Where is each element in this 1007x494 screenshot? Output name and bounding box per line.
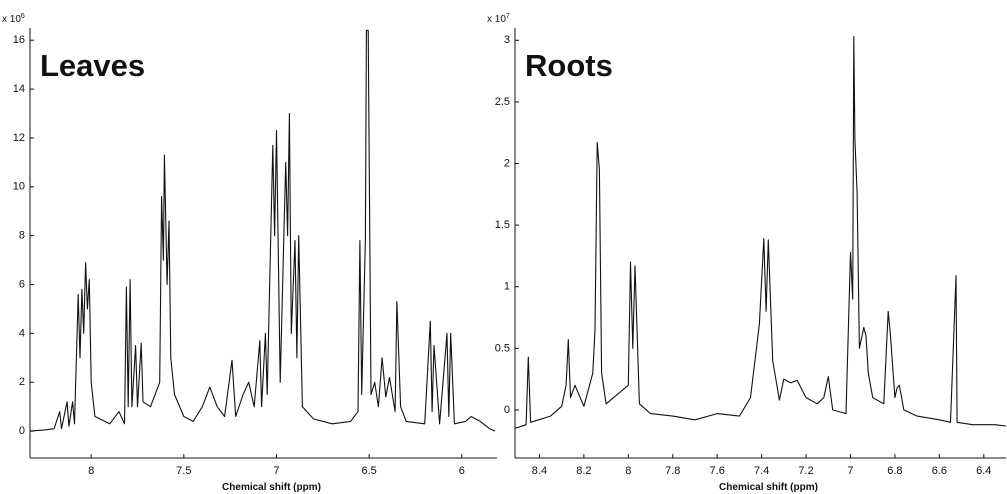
y-tick-label: 0: [19, 425, 25, 437]
y-tick-label: 6: [19, 278, 25, 290]
x-tick-label: 7: [273, 465, 279, 477]
y-exponent-label: x 106: [2, 13, 25, 25]
exponent-base: x 10: [487, 14, 506, 25]
y-tick-label: 0: [504, 404, 510, 416]
exponent-power: 6: [21, 13, 25, 20]
exponent-base: x 10: [2, 14, 21, 25]
x-tick-label: 6.4: [976, 465, 991, 477]
x-tick-label: 8: [88, 465, 94, 477]
x-tick-label: 8: [625, 465, 631, 477]
spectrum-line: [514, 36, 1007, 429]
chart-title: Roots: [525, 48, 613, 83]
chart-panel: 0 0.5 1 1.5 2 2.5 3 8.4 8.2 8 7.8 7.6 7.4 7.2 7 6.8 6.6 6…: [487, 13, 1007, 493]
y-tick-label: 0.5: [495, 342, 510, 354]
chart-title: Leaves: [40, 48, 145, 83]
y-exponent-label: x 107: [487, 13, 510, 25]
x-axis-label: Chemical shift (ppm): [222, 482, 321, 493]
y-tick-label: 14: [13, 83, 25, 95]
y-tick-label: 8: [19, 230, 25, 242]
y-tick-label: 3: [504, 34, 510, 46]
x-tick-label: 8.2: [576, 465, 591, 477]
y-tick-label: 2: [504, 157, 510, 169]
y-tick-label: 1: [504, 281, 510, 293]
x-tick-label: 8.4: [532, 465, 547, 477]
y-tick-label: 10: [13, 181, 25, 193]
y-tick-label: 2.5: [495, 96, 510, 108]
exponent-power: 7: [506, 13, 510, 20]
x-tick-label: 7.8: [665, 465, 680, 477]
x-tick-label: 7.6: [710, 465, 725, 477]
y-tick-label: 16: [13, 34, 25, 46]
y-tick-label: 2: [19, 376, 25, 388]
x-tick-label: 6.8: [887, 465, 902, 477]
y-tick-label: 12: [13, 132, 25, 144]
x-tick-label: 7.2: [798, 465, 813, 477]
spectrum-line: [29, 29, 496, 432]
x-axis-label: Chemical shift (ppm): [719, 482, 818, 493]
x-tick-label: 6.6: [932, 465, 947, 477]
x-tick-label: 7.5: [176, 465, 191, 477]
y-tick-label: 1.5: [495, 219, 510, 231]
x-tick-label: 7: [847, 465, 853, 477]
x-tick-label: 6: [459, 465, 465, 477]
x-tick-label: 6.5: [361, 465, 376, 477]
x-tick-label: 7.4: [754, 465, 769, 477]
y-tick-label: 4: [19, 327, 25, 339]
